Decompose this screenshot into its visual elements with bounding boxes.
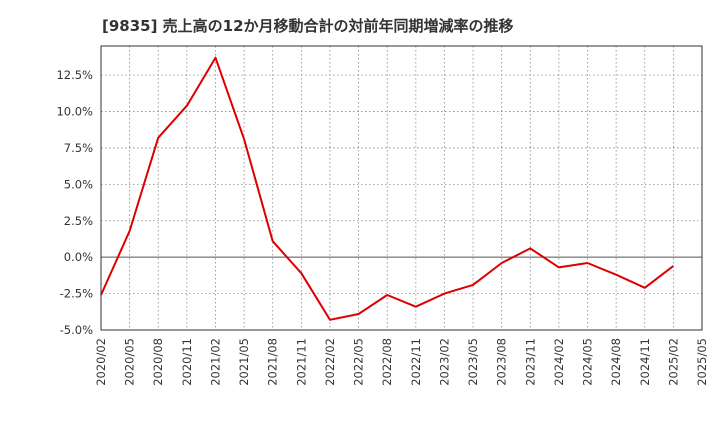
series-layer — [100, 56, 675, 321]
x-tick-label: 2020/05 — [123, 338, 137, 386]
x-tick-label: 2022/05 — [352, 338, 366, 386]
x-tick-label: 2024/02 — [552, 338, 566, 386]
x-tick-label: 2021/05 — [237, 338, 251, 386]
x-tick-label: 2022/11 — [409, 338, 423, 386]
x-tick-label: 2025/02 — [666, 338, 680, 386]
x-tick-label: 2023/02 — [437, 338, 451, 386]
x-tick-label: 2023/11 — [523, 338, 537, 386]
x-axis-ticks: 2020/02 2020/05 2020/08 2020/11 2021/02 2021/… — [94, 338, 709, 386]
y-tick-label: -2.5% — [60, 287, 93, 301]
x-tick-label: 2023/05 — [466, 338, 480, 386]
series-line — [100, 56, 675, 321]
y-tick-label: 10.0% — [56, 105, 93, 119]
x-tick-label: 2021/11 — [294, 338, 308, 386]
x-tick-label: 2022/02 — [323, 338, 337, 386]
gridlines — [101, 46, 702, 331]
y-axis-ticks: -5.0% -2.5% 0.0% 2.5% 5.0% 7.5% 10.0% 12.5% — [56, 68, 93, 337]
x-tick-label: 2020/08 — [151, 338, 165, 386]
plot-frame — [100, 45, 703, 331]
x-tick-label: 2021/08 — [266, 338, 280, 386]
y-tick-label: -5.0% — [60, 323, 93, 337]
y-tick-label: 0.0% — [64, 250, 93, 264]
x-tick-label: 2024/08 — [609, 338, 623, 386]
chart-title: [9835] 売上高の12か月移動合計の対前年同期増減率の推移 — [102, 17, 514, 35]
x-tick-label: 2020/02 — [94, 338, 108, 386]
x-tick-label: 2025/05 — [695, 338, 709, 386]
x-tick-label: 2024/11 — [638, 338, 652, 386]
y-tick-label: 7.5% — [64, 141, 93, 155]
y-tick-label: 12.5% — [56, 68, 93, 82]
y-tick-label: 5.0% — [64, 177, 93, 191]
x-tick-label: 2021/02 — [208, 338, 222, 386]
x-tick-label: 2024/05 — [581, 338, 595, 386]
y-tick-label: 2.5% — [64, 214, 93, 228]
x-tick-label: 2022/08 — [380, 338, 394, 386]
x-tick-label: 2020/11 — [180, 338, 194, 386]
x-tick-label: 2023/08 — [495, 338, 509, 386]
